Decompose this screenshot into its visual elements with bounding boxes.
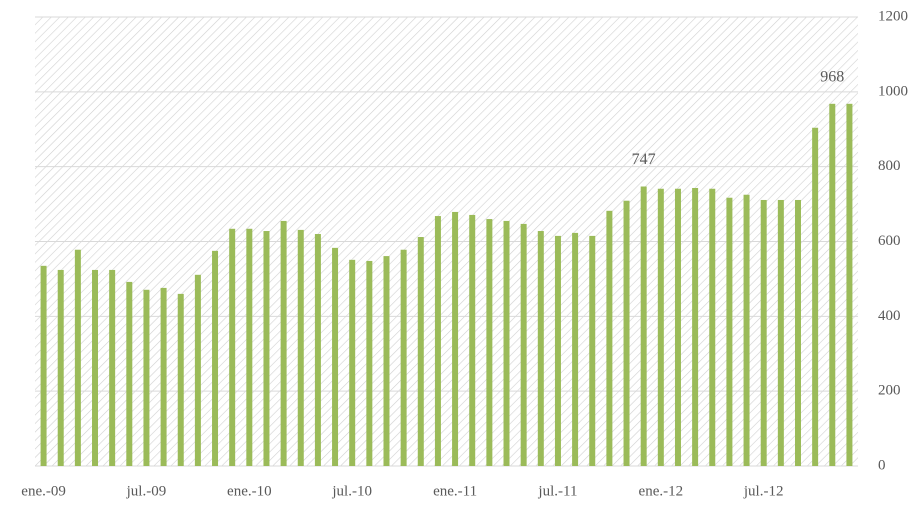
- y-tick-label: 0: [878, 457, 886, 473]
- y-tick-label: 600: [878, 233, 901, 249]
- y-tick-label: 800: [878, 158, 901, 174]
- x-tick-label: ene.-12: [639, 483, 684, 499]
- bar: [74, 249, 81, 466]
- data-label: 747: [632, 151, 656, 168]
- bar: [452, 211, 459, 466]
- x-tick-label: jul.-12: [743, 483, 784, 499]
- x-tick-label: ene.-10: [227, 483, 272, 499]
- x-tick-label: jul.-09: [126, 483, 167, 499]
- bar: [640, 186, 647, 466]
- x-tick-label: ene.-09: [21, 483, 66, 499]
- bar: [674, 188, 681, 466]
- bar: [57, 269, 64, 466]
- x-tick-label: ene.-11: [433, 483, 477, 499]
- bar: [812, 127, 819, 467]
- bar: [777, 199, 784, 466]
- bar: [657, 188, 664, 466]
- bar: [229, 228, 236, 466]
- bar: [623, 200, 630, 467]
- bar: [177, 293, 184, 466]
- x-tick-label: jul.-11: [537, 483, 577, 499]
- y-tick-label: 400: [878, 308, 901, 324]
- bar: [606, 210, 613, 466]
- bar: [589, 235, 596, 466]
- bar: [263, 231, 270, 466]
- bar: [400, 249, 407, 466]
- bar: [297, 229, 304, 466]
- y-tick-label: 200: [878, 383, 901, 399]
- x-tick-label: jul.-10: [331, 483, 372, 499]
- bar: [434, 216, 441, 466]
- bar: [92, 269, 99, 466]
- bar: [349, 259, 356, 466]
- bar: [194, 274, 201, 466]
- bar: [554, 235, 561, 466]
- y-tick-label: 1000: [878, 83, 908, 99]
- bar: [829, 103, 836, 466]
- bar: [486, 219, 493, 466]
- bar: [572, 232, 579, 466]
- bar: [366, 260, 373, 466]
- bar: [846, 103, 853, 466]
- bar: [520, 223, 527, 466]
- bar: [743, 194, 750, 466]
- bar: [332, 247, 339, 466]
- bar: [709, 188, 716, 466]
- bar: [212, 250, 219, 466]
- bar: [503, 220, 510, 466]
- bar: [794, 199, 801, 466]
- bar: [143, 289, 150, 466]
- bar: [40, 265, 47, 466]
- bar: [314, 234, 321, 466]
- bar: [109, 269, 116, 466]
- bar: [469, 214, 476, 466]
- data-label: 968: [820, 68, 844, 85]
- bar: [383, 256, 390, 466]
- bar: [417, 237, 424, 466]
- bar: [126, 281, 133, 466]
- bar: [537, 231, 544, 466]
- y-tick-label: 1200: [878, 8, 908, 24]
- bar: [692, 187, 699, 466]
- bar: [280, 220, 287, 466]
- bar: [760, 199, 767, 466]
- bar: [726, 197, 733, 466]
- bar: [246, 228, 253, 466]
- bar: [160, 287, 167, 466]
